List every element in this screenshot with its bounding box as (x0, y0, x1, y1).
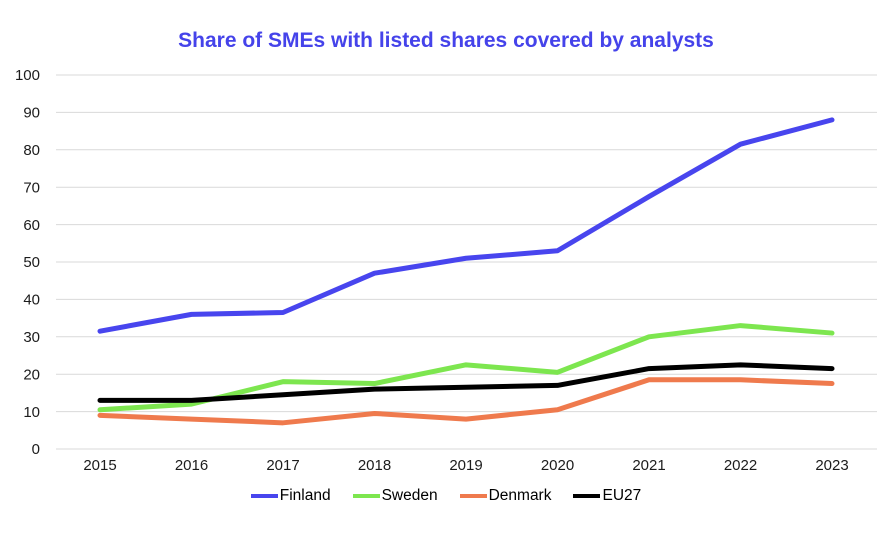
y-tick-label: 100 (15, 67, 40, 84)
series-line-denmark (97, 377, 835, 426)
x-tick-label: 2017 (266, 457, 299, 474)
legend-label: EU27 (602, 487, 642, 504)
legend-item-denmark: Denmark (459, 487, 552, 505)
legend-item-sweden: Sweden (352, 487, 438, 505)
series-line-eu27 (97, 362, 835, 403)
y-tick-label: 0 (32, 441, 40, 458)
legend-swatch-eu27 (573, 493, 601, 499)
legend-label: Finland (279, 487, 331, 504)
y-tick-label: 60 (23, 217, 40, 234)
legend-label: Sweden (381, 487, 438, 504)
legend-item-eu27: EU27 (573, 487, 641, 505)
series-line-finland (97, 117, 835, 334)
x-tick-label: 2022 (724, 457, 757, 474)
legend-label: Denmark (488, 487, 552, 504)
y-tick-label: 80 (23, 142, 40, 159)
legend-item-finland: Finland (250, 487, 331, 505)
legend-swatch-denmark (459, 493, 487, 499)
x-tick-label: 2018 (358, 457, 391, 474)
y-tick-label: 10 (23, 404, 40, 421)
chart-title: Share of SMEs with listed shares covered… (178, 29, 714, 52)
y-tick-label: 40 (23, 292, 40, 309)
y-tick-label: 50 (23, 254, 40, 271)
y-tick-label: 30 (23, 329, 40, 346)
y-tick-label: 90 (23, 105, 40, 122)
legend-swatch-sweden (352, 493, 380, 499)
x-tick-label: 2020 (541, 457, 574, 474)
x-tick-label: 2015 (83, 457, 116, 474)
legend-swatch-finland (250, 493, 278, 499)
x-tick-label: 2016 (175, 457, 208, 474)
x-tick-label: 2021 (632, 457, 665, 474)
x-tick-label: 2023 (815, 457, 848, 474)
y-tick-label: 70 (23, 179, 40, 196)
x-tick-label: 2019 (449, 457, 482, 474)
legend: Finland Sweden Denmark EU27 (0, 487, 892, 505)
y-tick-label: 20 (23, 366, 40, 383)
